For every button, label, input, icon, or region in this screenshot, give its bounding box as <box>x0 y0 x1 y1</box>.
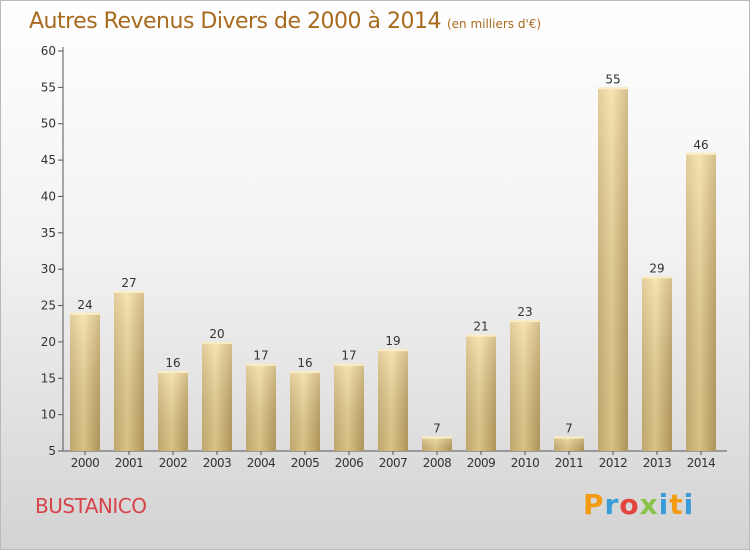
y-tick-label: 20 <box>41 335 56 349</box>
bar-top-2001 <box>114 291 144 293</box>
logo-letter: P <box>583 488 605 521</box>
y-tick-label: 45 <box>41 153 56 167</box>
y-tick-label: 60 <box>41 44 56 58</box>
axes: 5 10 15 20 25 30 35 40 45 50 55 60 2000 2001 2002 2003 2… <box>41 44 727 470</box>
data-label-2001: 27 <box>121 276 136 290</box>
bar-top-2003 <box>202 341 232 344</box>
x-tick-label: 2004 <box>247 456 276 470</box>
chart-title: Autres Revenus Divers de 2000 à 2014 (en … <box>29 9 541 34</box>
proxiti-logo: Proxiti <box>583 488 694 521</box>
x-tick-label: 2005 <box>291 456 320 470</box>
data-label-2011: 7 <box>565 421 573 435</box>
bar-shade-2013 <box>642 276 672 451</box>
data-label-2007: 19 <box>385 334 400 348</box>
bar-top-2007 <box>378 349 408 352</box>
x-tick-label: 2014 <box>687 456 716 470</box>
y-tick-label: 50 <box>41 117 56 131</box>
logo-letter: r <box>604 488 620 521</box>
bar-shade-2006 <box>334 363 364 451</box>
data-label-2013: 29 <box>649 261 664 275</box>
data-label-2006: 17 <box>341 349 356 363</box>
bar-shade-2011 <box>554 436 584 451</box>
logo-letter: x <box>639 488 659 521</box>
bar-shade-2005 <box>290 371 320 451</box>
bar-shade-2002 <box>158 371 188 451</box>
bar-top-2002 <box>158 371 188 373</box>
bar-top-2004 <box>246 363 276 366</box>
x-tick-label: 2012 <box>599 456 628 470</box>
y-tick-label: 35 <box>41 226 56 240</box>
x-tick-label: 2011 <box>555 456 584 470</box>
data-label-2014: 46 <box>693 138 708 152</box>
x-tick-label: 2006 <box>335 456 364 470</box>
logo-letter: o <box>619 488 640 521</box>
bar-top-2009 <box>466 334 496 337</box>
data-label-2005: 16 <box>297 356 312 370</box>
bar-shade-2000 <box>70 312 100 451</box>
y-tick-label: 30 <box>41 262 56 276</box>
x-tick-label: 2007 <box>379 456 408 470</box>
y-tick-label: 5 <box>48 444 56 458</box>
chart-unit: (en milliers d'€) <box>446 17 542 31</box>
bar-shade-2014 <box>686 152 716 451</box>
bars <box>70 87 716 451</box>
city-name: BUSTANICO <box>35 494 147 518</box>
bar-top-2010 <box>510 320 540 323</box>
x-tick-label: 2013 <box>643 456 672 470</box>
data-label-2008: 7 <box>433 421 441 435</box>
bar-top-2011 <box>554 436 584 439</box>
y-tick-label: 55 <box>41 80 56 94</box>
data-label-2003: 20 <box>209 327 224 341</box>
bar-shade-2003 <box>202 341 232 451</box>
data-label-2004: 17 <box>253 349 268 363</box>
bar-shade-2001 <box>114 291 144 451</box>
x-tick-label: 2001 <box>115 456 144 470</box>
y-tick-label: 25 <box>41 299 56 313</box>
chart-title-text: Autres Revenus Divers de 2000 à 2014 <box>29 9 441 34</box>
bar-shade-2007 <box>378 349 408 451</box>
bar-shade-2009 <box>466 334 496 451</box>
data-label-2002: 16 <box>165 356 180 370</box>
data-labels: 24 27 16 20 17 16 17 19 7 21 23 7 55 29 46 <box>77 72 708 435</box>
y-tick-label: 10 <box>41 408 56 422</box>
x-tick-label: 2003 <box>203 456 232 470</box>
bar-top-2012 <box>598 87 628 90</box>
x-tick-label: 2002 <box>159 456 188 470</box>
data-label-2010: 23 <box>517 305 532 319</box>
x-tick-label: 2000 <box>71 456 100 470</box>
bar-top-2013 <box>642 276 672 279</box>
bar-shade-2012 <box>598 87 628 451</box>
bar-shade-2004 <box>246 363 276 451</box>
data-label-2009: 21 <box>473 320 488 334</box>
data-label-2012: 55 <box>605 72 620 86</box>
bar-top-2000 <box>70 312 100 315</box>
y-tick-label: 40 <box>41 189 56 203</box>
bar-top-2006 <box>334 363 364 366</box>
x-tick-label: 2009 <box>467 456 496 470</box>
logo-letter: i <box>683 488 695 521</box>
bar-top-2008 <box>422 436 452 439</box>
y-tick-label: 15 <box>41 371 56 385</box>
x-tick-label: 2008 <box>423 456 452 470</box>
bar-shade-2008 <box>422 436 452 451</box>
logo-letter: i <box>658 488 670 521</box>
bar-top-2005 <box>290 371 320 373</box>
logo-letter: t <box>669 488 684 521</box>
data-label-2000: 24 <box>77 298 92 312</box>
bar-shade-2010 <box>510 320 540 451</box>
bar-top-2014 <box>686 152 716 155</box>
x-tick-label: 2010 <box>511 456 540 470</box>
